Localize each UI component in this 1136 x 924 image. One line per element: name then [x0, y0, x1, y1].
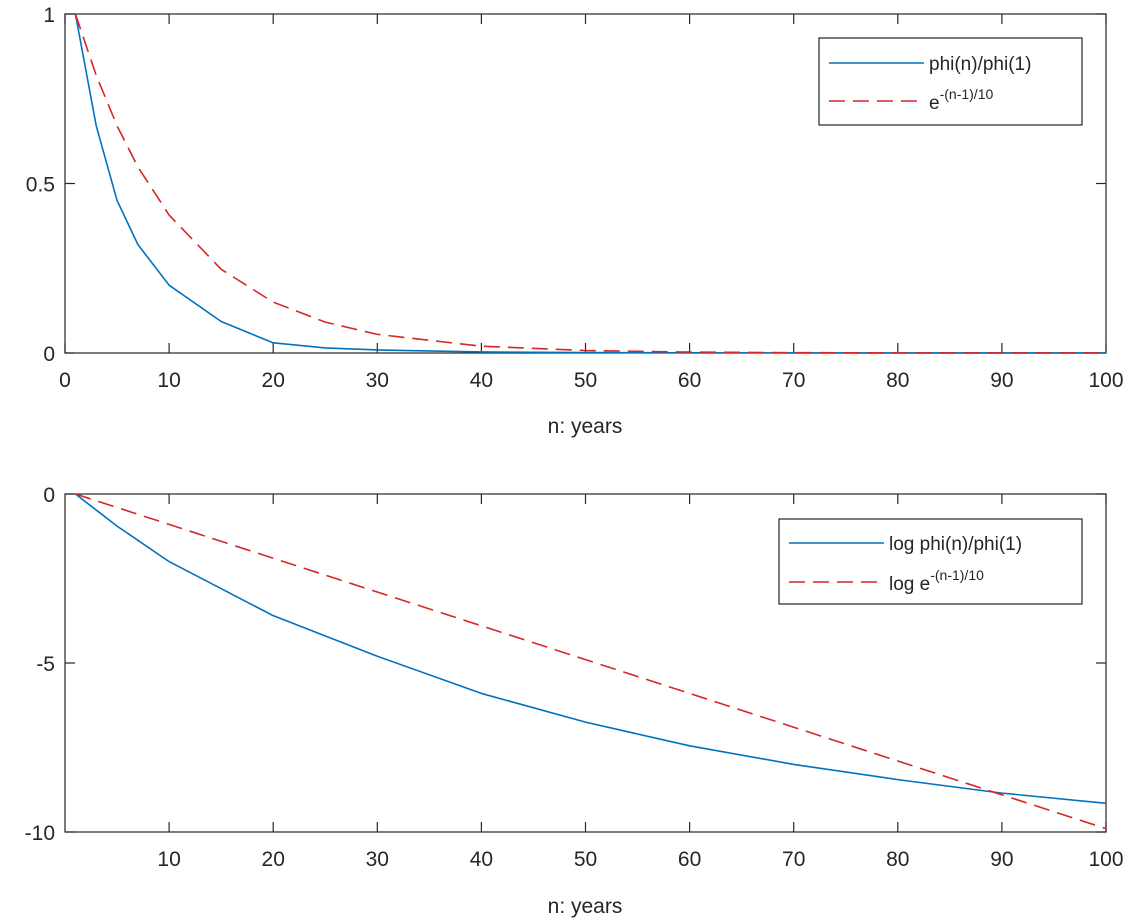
bottom-series-solid-line — [74, 493, 1107, 805]
top-xtick-label: 20 — [262, 369, 285, 392]
bottom-legend-label-2: log e-(n-1)/10 — [889, 567, 984, 595]
top-ytick-label: 1 — [43, 4, 55, 27]
top-legend: phi(n)/phi(1) e-(n-1)/10 — [818, 37, 1083, 126]
top-xtick-label: 50 — [574, 369, 597, 392]
top-xtick-label: 90 — [990, 369, 1013, 392]
top-series-dashed-line — [74, 13, 1107, 354]
top-legend-label-2: e-(n-1)/10 — [929, 86, 993, 114]
bottom-xtick-label: 70 — [782, 848, 805, 871]
bottom-legend: log phi(n)/phi(1) log e-(n-1)/10 — [778, 518, 1083, 605]
bottom-plot: 10 20 30 40 50 60 70 80 90 100 -10 -5 0 n: years log… — [25, 484, 1124, 918]
bottom-plot-lines — [74, 493, 1107, 830]
bottom-xtick-label: 40 — [470, 848, 493, 871]
bottom-xtick-label: 10 — [157, 848, 180, 871]
bottom-plot-xlabel: n: years — [548, 895, 623, 918]
top-plot-tick-labels: 0 10 20 30 40 50 60 70 80 90 100 0 0.5 1 — [26, 4, 1124, 392]
bottom-legend-label-2-base: log e — [889, 574, 930, 595]
top-xtick-label: 10 — [157, 369, 180, 392]
top-legend-label-2-sup: -(n-1)/10 — [940, 86, 994, 102]
top-plot: 0 10 20 30 40 50 60 70 80 90 100 0 0.5 1 n: years phi… — [26, 4, 1124, 438]
bottom-xtick-label: 80 — [886, 848, 909, 871]
top-xtick-label: 60 — [678, 369, 701, 392]
bottom-xtick-label: 100 — [1088, 848, 1123, 871]
bottom-plot-tick-labels: 10 20 30 40 50 60 70 80 90 100 -10 -5 0 — [25, 484, 1124, 871]
bottom-ytick-label: -10 — [25, 822, 55, 845]
bottom-series-dashed-line — [75, 493, 1107, 830]
top-xtick-label: 40 — [470, 369, 493, 392]
bottom-xtick-label: 20 — [262, 848, 285, 871]
bottom-xtick-label: 30 — [366, 848, 389, 871]
bottom-xtick-label: 90 — [990, 848, 1013, 871]
bottom-xtick-label: 50 — [574, 848, 597, 871]
top-legend-box — [818, 37, 1083, 126]
bottom-ytick-label: 0 — [43, 484, 55, 507]
bottom-plot-ticks — [65, 493, 1107, 833]
top-xtick-label: 80 — [886, 369, 909, 392]
bottom-ytick-label: -5 — [36, 653, 55, 676]
bottom-xtick-label: 60 — [678, 848, 701, 871]
top-xtick-label: 0 — [59, 369, 71, 392]
bottom-legend-label-1: log phi(n)/phi(1) — [889, 534, 1022, 555]
top-plot-xlabel: n: years — [548, 415, 623, 438]
bottom-legend-label-2-sup: -(n-1)/10 — [930, 567, 984, 583]
top-legend-label-1: phi(n)/phi(1) — [929, 54, 1031, 75]
top-xtick-label: 100 — [1088, 369, 1123, 392]
top-xtick-label: 70 — [782, 369, 805, 392]
bottom-legend-box — [778, 518, 1083, 605]
top-xtick-label: 30 — [366, 369, 389, 392]
top-plot-lines — [74, 13, 1107, 354]
top-legend-label-2-base: e — [929, 93, 940, 114]
top-ytick-label: 0.5 — [26, 174, 55, 197]
top-ytick-label: 0 — [43, 343, 55, 366]
